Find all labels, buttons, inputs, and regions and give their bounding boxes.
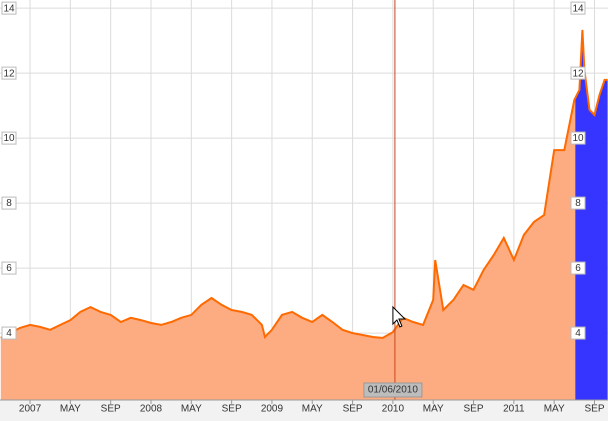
x-tick-label: MAY <box>302 404 323 415</box>
y-tick-label-left-box <box>1 1 17 15</box>
y-tick-label-left: 12 <box>3 68 15 79</box>
y-tick-label-left-box <box>1 196 17 210</box>
x-tick-label: 2011 <box>503 404 525 415</box>
y-tick-label-left: 4 <box>6 328 12 339</box>
crosshair-label: 01/06/2010 <box>368 385 418 396</box>
y-tick-label-left-box <box>1 261 17 275</box>
y-tick-label-right: 6 <box>575 263 581 274</box>
y-tick-label-right-box <box>570 261 586 275</box>
x-tick-label: SEP <box>101 404 121 415</box>
y-tick-label-left-box <box>1 131 17 145</box>
y-tick-label-left: 10 <box>3 133 15 144</box>
y-tick-label-right-box <box>570 326 586 340</box>
x-tick-label: MAY <box>544 404 565 415</box>
line <box>0 29 608 339</box>
y-tick-label-left: 14 <box>3 3 15 14</box>
crosshair-label-box <box>363 382 423 398</box>
x-tick-label: MAY <box>60 404 81 415</box>
cursor <box>392 305 407 328</box>
y-tick-label-left: 8 <box>6 198 12 209</box>
y-tick-label-right: 8 <box>575 198 581 209</box>
x-tick-label: 2007 <box>19 404 42 415</box>
x-axis-band <box>0 400 608 421</box>
x-tick-label: 2010 <box>382 404 405 415</box>
y-tick-label-right: 10 <box>572 133 584 144</box>
y-tick-label-right-box <box>570 131 586 145</box>
highlight-area <box>575 29 608 400</box>
y-tick-label-left: 6 <box>6 263 12 274</box>
y-tick-label-left-box <box>1 326 17 340</box>
x-tick-label: MAY <box>181 404 202 415</box>
y-tick-label-right-box <box>570 1 586 15</box>
x-tick-label: SEP <box>584 404 604 415</box>
y-tick-label-left-box <box>1 66 17 80</box>
area-fill <box>0 29 608 401</box>
x-tick-label: 2009 <box>261 404 284 415</box>
x-tick-label: SEP <box>222 404 242 415</box>
y-tick-label-right-box <box>570 196 586 210</box>
x-tick-label: SEP <box>464 404 484 415</box>
y-tick-label-right: 12 <box>572 68 584 79</box>
y-tick-label-right-box <box>570 66 586 80</box>
x-tick-label: MAY <box>423 404 444 415</box>
y-tick-label-right: 14 <box>572 3 584 14</box>
x-tick-label: 2008 <box>140 404 163 415</box>
x-tick-label: SEP <box>343 404 363 415</box>
y-tick-label-right: 4 <box>575 328 581 339</box>
